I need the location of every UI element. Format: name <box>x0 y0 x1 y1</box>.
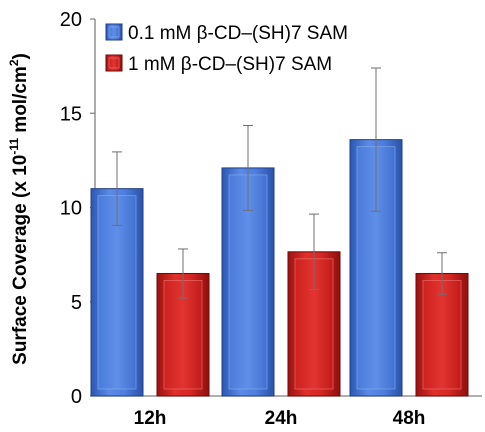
y-axis-label-unit-exponent: 2 <box>7 59 21 66</box>
y-tick-label: 5 <box>71 292 82 314</box>
y-tick-label: 10 <box>60 198 82 220</box>
y-axis-label-exponent: -11 <box>7 138 21 155</box>
y-axis-label-close: ) <box>10 53 31 59</box>
legend: 0.1 mM β-CD–(SH)7 SAM 1 mM β-CD–(SH)7 SAM <box>105 23 348 75</box>
x-tick-label: 12h <box>134 408 167 429</box>
bar-face <box>163 280 203 390</box>
legend-swatch-face <box>108 57 120 69</box>
y-axis-label: Surface Coverage (x 10-11 mol/cm2) <box>7 53 31 365</box>
y-tick-label: 15 <box>60 103 82 125</box>
bars <box>90 139 469 397</box>
x-tick-labels: 12h 24h 48h <box>134 408 426 429</box>
error-bars <box>112 67 447 299</box>
legend-label: 1 mM β-CD–(SH)7 SAM <box>128 54 332 75</box>
legend-label: 0.1 mM β-CD–(SH)7 SAM <box>128 23 348 44</box>
x-tick-label: 48h <box>393 408 426 429</box>
y-axis-label-main: Surface Coverage (x 10 <box>10 155 31 365</box>
y-axis-label-unit: mol/cm <box>10 66 31 138</box>
bar-face <box>97 195 137 390</box>
legend-swatch-face <box>108 26 120 38</box>
y-tick-label: 0 <box>71 386 82 408</box>
y-tick-label: 20 <box>60 9 82 31</box>
bar-face <box>422 280 462 390</box>
x-tick-label: 24h <box>265 408 298 429</box>
y-ticks: 0 5 10 15 20 <box>60 9 95 408</box>
